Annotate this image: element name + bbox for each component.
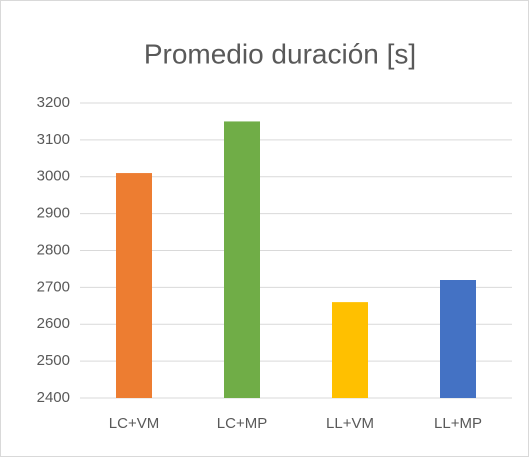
x-tick-label: LC+MP <box>217 415 267 432</box>
x-tick-label: LL+MP <box>434 415 482 432</box>
y-tick-label: 3000 <box>37 168 70 185</box>
x-tick-label: LL+VM <box>326 415 374 432</box>
y-tick-label: 3200 <box>37 94 70 111</box>
bar <box>332 302 368 398</box>
bar <box>224 121 260 398</box>
y-tick-label: 2900 <box>37 205 70 222</box>
y-tick-label: 2600 <box>37 315 70 332</box>
y-tick-label: 2800 <box>37 241 70 258</box>
y-tick-label: 2700 <box>37 278 70 295</box>
chart-title: Promedio duración [s] <box>144 38 416 69</box>
y-tick-label: 3100 <box>37 131 70 148</box>
y-tick-label: 2500 <box>37 352 70 369</box>
x-tick-label: LC+VM <box>109 415 159 432</box>
bar <box>116 173 152 398</box>
bar <box>440 280 476 398</box>
y-tick-label: 2400 <box>37 389 70 406</box>
